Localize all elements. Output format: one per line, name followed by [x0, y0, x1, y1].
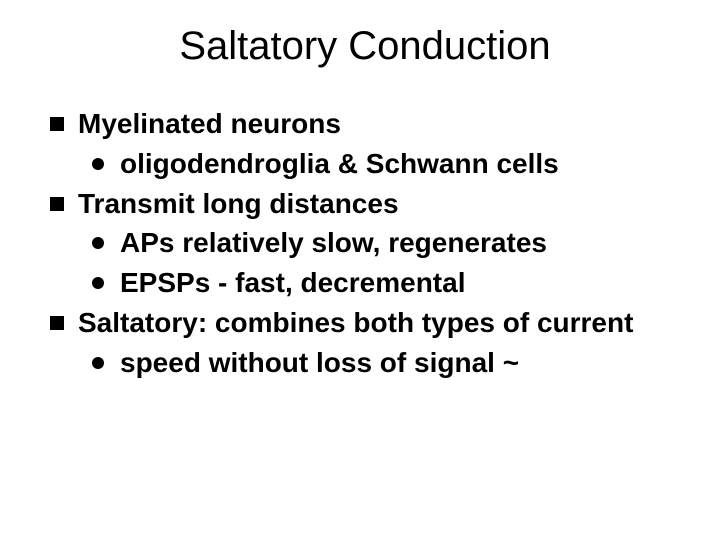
list-item: Transmit long distances: [50, 185, 680, 223]
list-item-text: Saltatory: combines both types of curren…: [78, 304, 680, 342]
slide-title: Saltatory Conduction: [50, 24, 680, 69]
sub-list-item-text: oligodendroglia & Schwann cells: [120, 145, 680, 183]
sub-list-item: oligodendroglia & Schwann cells: [92, 145, 680, 183]
square-bullet-icon: [50, 117, 64, 131]
slide-body: Myelinated neurons oligodendroglia & Sch…: [50, 105, 680, 382]
list-item-text: Transmit long distances: [78, 185, 680, 223]
dot-bullet-icon: [92, 277, 104, 289]
square-bullet-icon: [50, 197, 64, 211]
sub-list-item: APs relatively slow, regenerates: [92, 224, 680, 262]
list-item: Saltatory: combines both types of curren…: [50, 304, 680, 342]
square-bullet-icon: [50, 316, 64, 330]
list-item-text: Myelinated neurons: [78, 105, 680, 143]
sub-list-item-text: speed without loss of signal ~: [120, 344, 680, 382]
sub-list-item: speed without loss of signal ~: [92, 344, 680, 382]
dot-bullet-icon: [92, 158, 104, 170]
list-item: Myelinated neurons: [50, 105, 680, 143]
sub-list-item-text: EPSPs - fast, decremental: [120, 264, 680, 302]
dot-bullet-icon: [92, 237, 104, 249]
sub-list-item-text: APs relatively slow, regenerates: [120, 224, 680, 262]
dot-bullet-icon: [92, 357, 104, 369]
sub-list-item: EPSPs - fast, decremental: [92, 264, 680, 302]
